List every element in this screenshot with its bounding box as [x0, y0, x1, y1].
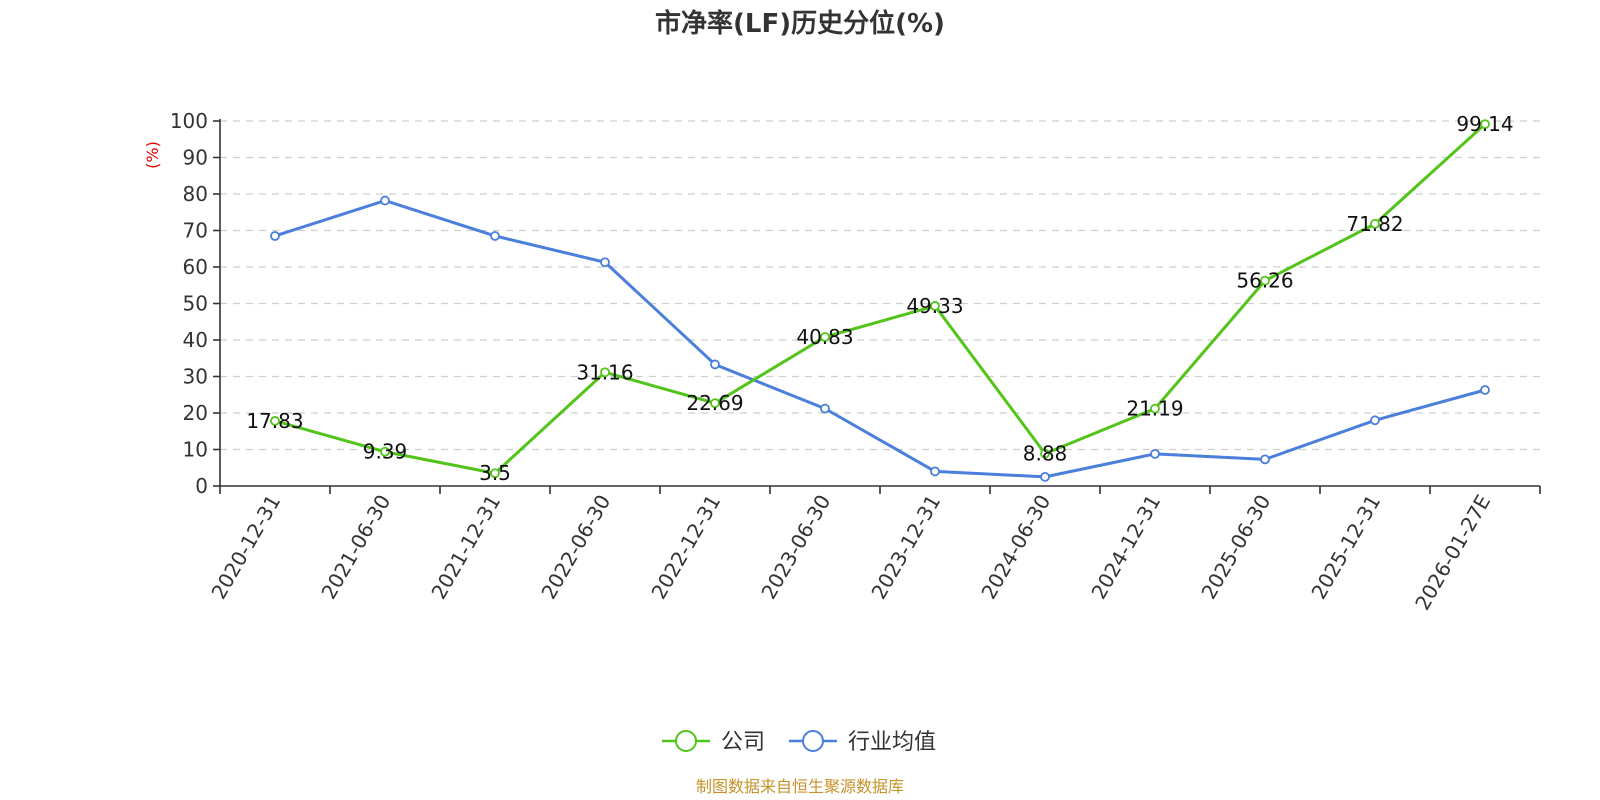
- series-lines: [270, 119, 1490, 482]
- data-point: [490, 468, 500, 479]
- data-point: [710, 398, 720, 409]
- data-point: [1370, 415, 1380, 426]
- x-tick-label: 2021-12-31: [426, 491, 505, 604]
- data-point: [710, 359, 720, 370]
- series-1: [270, 195, 1490, 482]
- data-label: 3.5: [479, 461, 511, 485]
- legend-marker: [675, 730, 697, 752]
- y-tick-label: 40: [183, 328, 208, 352]
- y-tick-label: 0: [195, 474, 208, 498]
- data-label: 17.83: [246, 409, 303, 433]
- legend-marker: [802, 730, 824, 752]
- series-0: [270, 119, 1490, 479]
- chart-title: 市净率(LF)历史分位(%): [655, 8, 945, 39]
- legend-item-1[interactable]: 行业均值: [789, 730, 936, 755]
- data-point: [490, 231, 500, 241]
- data-point: [270, 416, 280, 426]
- data-point: [820, 403, 830, 414]
- x-tick-labels: 2020-12-31 2021-06-30 2021-12-31 2022-06-30…: [206, 491, 1495, 615]
- data-point: [270, 231, 280, 241]
- series-line: [274, 199, 1486, 479]
- x-tick-label: 2024-12-31: [1086, 491, 1165, 604]
- y-tick-label: 10: [183, 438, 208, 462]
- y-tick-label: 30: [183, 365, 208, 389]
- y-tick-label: 90: [183, 146, 208, 170]
- data-point: [1260, 275, 1270, 286]
- data-label: 99.14: [1456, 112, 1513, 136]
- legend-label: 行业均值: [848, 730, 936, 755]
- data-point: [1480, 385, 1490, 395]
- data-label: 71.82: [1346, 212, 1403, 236]
- data-point: [380, 195, 390, 206]
- data-labels: 17.83 9.39 3.5 31.16 22.69 40.83 49.33 8.88 21.1…: [246, 112, 1513, 485]
- legend-label: 公司: [721, 730, 765, 755]
- data-label: 56.26: [1236, 269, 1293, 293]
- series-line: [274, 123, 1487, 475]
- data-point: [600, 257, 610, 268]
- x-tick-label: 2024-06-30: [976, 491, 1055, 604]
- legend-item-0[interactable]: 公司: [662, 730, 765, 755]
- y-tick-label: 50: [183, 292, 208, 316]
- data-point: [1370, 218, 1380, 229]
- legend: 公司 行业均值: [662, 730, 936, 755]
- data-point: [930, 466, 940, 477]
- x-tick-label: 2022-06-30: [536, 491, 615, 604]
- y-tick-label: 100: [170, 109, 208, 133]
- axes: [213, 119, 1541, 494]
- x-tick-label: 2022-12-31: [646, 491, 725, 604]
- x-tick-label: 2023-06-30: [756, 491, 835, 604]
- data-point: [1480, 119, 1490, 130]
- x-tick-label: 2025-12-31: [1306, 491, 1385, 604]
- y-tick-label: 60: [183, 255, 208, 279]
- data-point: [600, 367, 610, 378]
- data-point: [930, 301, 940, 311]
- grid-lines: [220, 120, 1540, 451]
- y-tick-label: 80: [183, 182, 208, 206]
- data-label: 31.16: [576, 360, 633, 384]
- data-point: [380, 446, 390, 457]
- source-note: 制图数据来自恒生聚源数据库: [696, 777, 904, 796]
- x-tick-label: 2026-01-27E: [1410, 491, 1495, 615]
- y-axis-label: (%): [143, 141, 162, 169]
- data-label: 22.69: [686, 391, 743, 415]
- data-point: [1150, 403, 1160, 414]
- y-tick-label: 70: [183, 219, 208, 243]
- x-tick-label: 2025-06-30: [1196, 491, 1275, 604]
- x-tick-label: 2020-12-31: [206, 491, 285, 604]
- data-label: 40.83: [796, 325, 853, 349]
- data-label: 8.88: [1023, 442, 1068, 466]
- data-point: [1260, 454, 1270, 465]
- x-tick-label: 2021-06-30: [316, 491, 395, 604]
- data-point: [1040, 448, 1050, 459]
- data-point: [820, 332, 830, 342]
- data-point: [1150, 448, 1160, 459]
- data-label: 21.19: [1126, 397, 1183, 421]
- data-label: 49.33: [906, 294, 963, 318]
- x-tick-label: 2023-12-31: [866, 491, 945, 604]
- y-tick-label: 20: [183, 401, 208, 425]
- data-label: 9.39: [363, 440, 408, 464]
- y-tick-labels: 0 10 20 30 40 50 60 70 80 90 100: [170, 109, 208, 498]
- data-point: [1040, 471, 1050, 482]
